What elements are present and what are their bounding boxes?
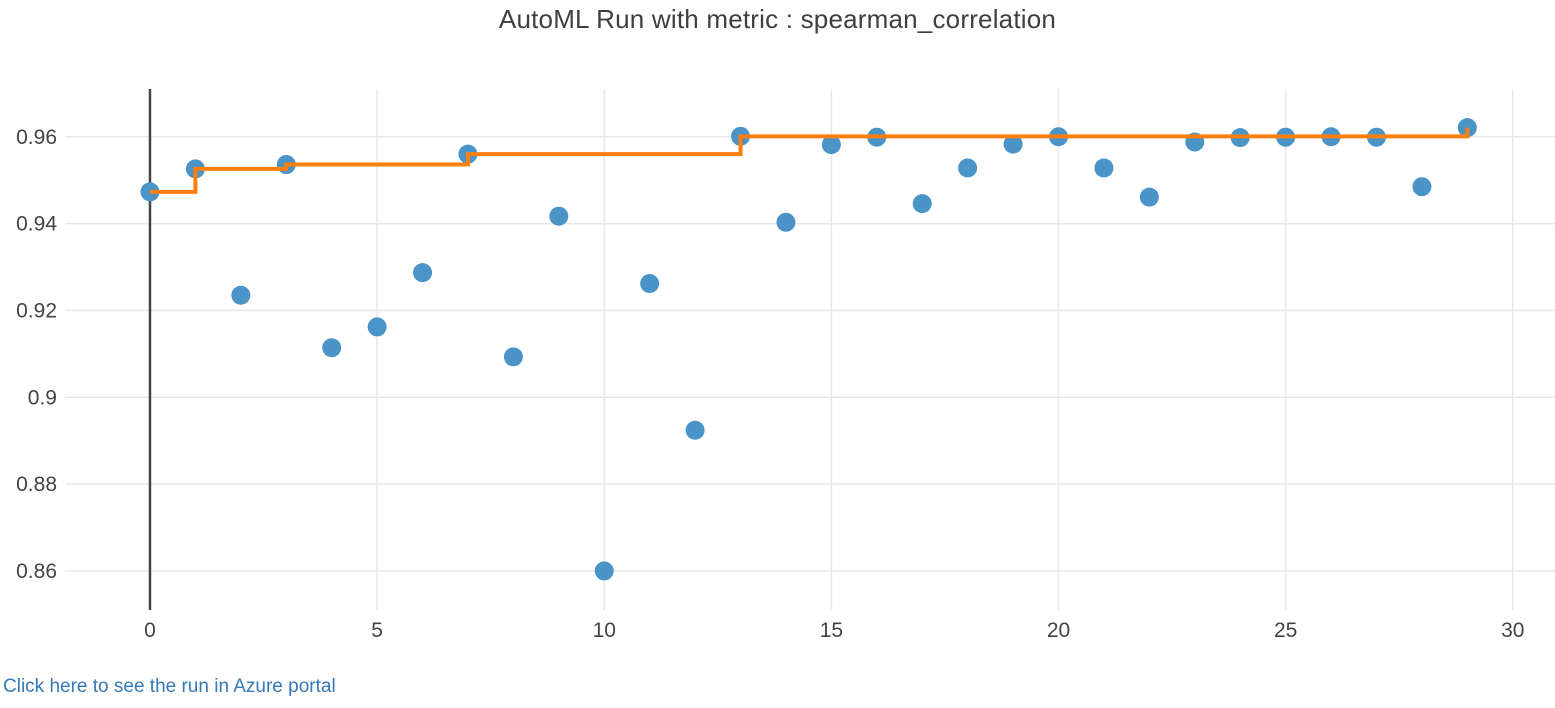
scatter-point (549, 206, 569, 226)
scatter-point (503, 347, 523, 367)
scatter-point (413, 263, 433, 283)
y-tick-label: 0.94 (16, 213, 57, 236)
azure-portal-link[interactable]: Click here to see the run in Azure porta… (3, 676, 336, 697)
best-so-far-step-line (149, 127, 1470, 194)
scatter-point (322, 338, 342, 358)
scatter-point (231, 285, 251, 305)
scatter-point (821, 135, 841, 155)
x-tick-label: 5 (371, 619, 383, 642)
x-tick-label: 25 (1274, 619, 1297, 642)
y-tick-label: 0.9 (28, 386, 57, 409)
scatter-point (594, 561, 614, 581)
scatter-point (912, 194, 932, 214)
scatter-point (1003, 134, 1023, 154)
chart-title: AutoML Run with metric : spearman_correl… (498, 4, 1057, 34)
x-tick-label: 30 (1501, 619, 1524, 642)
x-tick-label: 0 (144, 619, 156, 642)
scatter-point (367, 317, 387, 337)
scatter-point (1094, 158, 1114, 178)
scatter-point (1412, 177, 1432, 197)
scatter-point (776, 212, 796, 232)
y-tick-label: 0.88 (16, 473, 57, 496)
y-tick-label: 0.86 (16, 560, 57, 583)
y-tick-label: 0.96 (16, 126, 57, 149)
y-tick-label: 0.92 (16, 299, 57, 322)
x-tick-label: 10 (593, 619, 616, 642)
scatter-point (1139, 187, 1159, 207)
scatter-point (958, 158, 978, 178)
scatter-point (685, 420, 705, 440)
x-tick-label: 15 (820, 619, 843, 642)
x-tick-label: 20 (1047, 619, 1070, 642)
scatter-point (640, 274, 660, 294)
